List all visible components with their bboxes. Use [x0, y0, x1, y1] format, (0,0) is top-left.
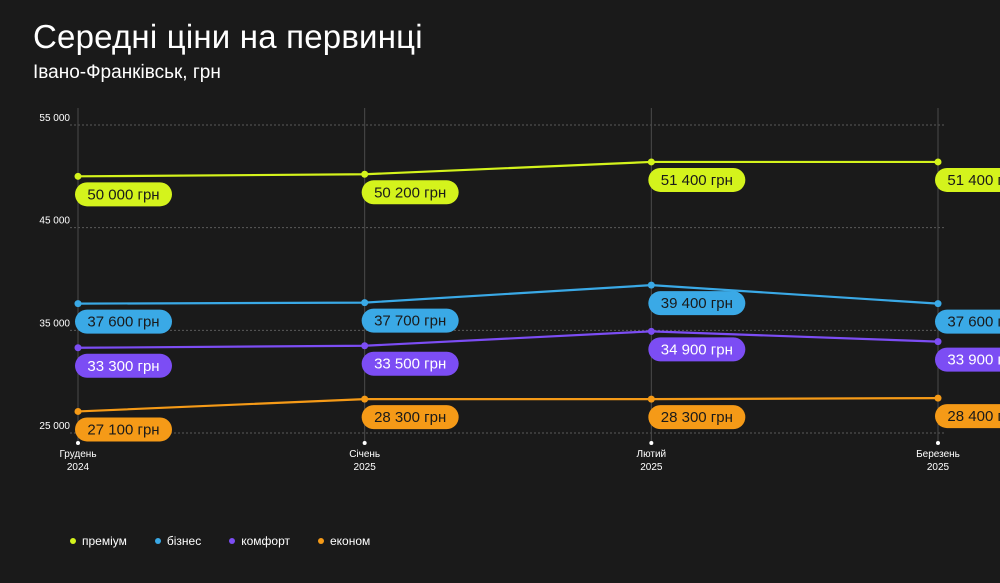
legend-marker [154, 538, 161, 544]
legend-label: комфорт [241, 534, 290, 548]
chart-title: Середні ціни на первинці [33, 18, 423, 55]
data-point [934, 300, 942, 308]
data-point [74, 172, 82, 180]
data-label: 51 400 грн [947, 172, 1000, 189]
data-label-pill [935, 347, 1000, 372]
x-tick-dot [76, 441, 80, 445]
data-point [934, 394, 942, 402]
data-point [361, 299, 369, 307]
data-label: 27 100 грн [87, 421, 159, 438]
data-point [647, 158, 655, 166]
data-label-pill [75, 309, 172, 334]
data-label-pill [361, 351, 459, 376]
data-label-pill [75, 417, 172, 442]
data-label-pill [75, 353, 172, 378]
legend-item: преміум [70, 534, 127, 548]
data-point [74, 344, 82, 352]
legend-marker [70, 538, 76, 544]
x-tick-label-year: 2025 [640, 462, 663, 473]
data-label: 28 300 грн [374, 409, 446, 426]
data-point [74, 300, 82, 308]
legend-label: преміум [82, 534, 127, 548]
data-label-pill [935, 167, 1000, 192]
series-line-2 [77, 330, 939, 349]
x-tick-dot [362, 441, 367, 445]
y-tick-label: 25 000 [39, 421, 70, 432]
data-point [647, 395, 655, 403]
data-label-pill [648, 167, 746, 192]
data-label: 34 900 грн [661, 341, 733, 358]
x-tick-label: Грудень [59, 449, 96, 460]
data-label: 33 300 грн [87, 358, 159, 375]
data-point [361, 395, 369, 403]
data-label: 37 700 грн [374, 313, 446, 330]
data-point [647, 281, 655, 289]
x-tick-label-year: 2024 [67, 462, 90, 473]
legend-item: бізнес [154, 534, 202, 548]
legend-label: економ [330, 534, 371, 548]
data-point [647, 327, 655, 335]
data-label: 39 400 грн [661, 295, 733, 312]
series-line-3 [77, 396, 939, 413]
x-tick-dot [649, 441, 654, 445]
data-point [934, 158, 942, 166]
data-label: 50 200 грн [374, 184, 446, 201]
x-tick-label: Березень [916, 449, 960, 460]
y-tick-label: 55 000 [39, 113, 70, 124]
chart-legend: преміум бізнес комфорт економ [70, 534, 370, 548]
x-tick-label: Січень [349, 449, 380, 460]
data-point [74, 407, 82, 415]
data-point [361, 170, 369, 178]
data-label-pill [361, 180, 459, 205]
data-label-pill [648, 291, 746, 316]
data-label: 50 000 грн [87, 186, 159, 203]
legend-item: комфорт [229, 534, 290, 548]
y-tick-label: 45 000 [39, 216, 70, 227]
chart-subtitle: Івано-Франківськ, грн [33, 62, 221, 83]
legend-label: бізнес [166, 534, 202, 548]
x-tick-label-year: 2025 [927, 462, 950, 473]
series-line-0 [77, 160, 938, 178]
data-label: 37 600 грн [947, 314, 1000, 331]
x-tick-label-year: 2025 [354, 462, 377, 473]
data-label-pill [935, 404, 1000, 429]
y-tick-label: 35 000 [39, 318, 70, 329]
data-point [934, 338, 942, 346]
data-label: 33 500 грн [374, 356, 446, 373]
series-line-1 [77, 284, 939, 305]
x-tick-label: Лютий [637, 449, 667, 460]
legend-marker [229, 538, 236, 544]
data-point [361, 342, 369, 350]
data-label-pill [75, 182, 172, 207]
data-label: 28 400 грн [947, 408, 1000, 425]
data-label-pill [648, 405, 746, 430]
legend-marker [318, 538, 324, 544]
data-label-pill [361, 405, 459, 430]
data-label: 28 300 грн [661, 409, 733, 426]
data-label-pill [648, 337, 746, 362]
legend-item: економ [318, 534, 370, 548]
data-label: 51 400 грн [661, 172, 733, 189]
data-label-pill [935, 309, 1000, 334]
data-label: 33 900 грн [947, 352, 1000, 369]
data-label: 37 600 грн [87, 314, 159, 331]
data-label-pill [361, 308, 459, 333]
x-tick-dot [936, 441, 940, 445]
